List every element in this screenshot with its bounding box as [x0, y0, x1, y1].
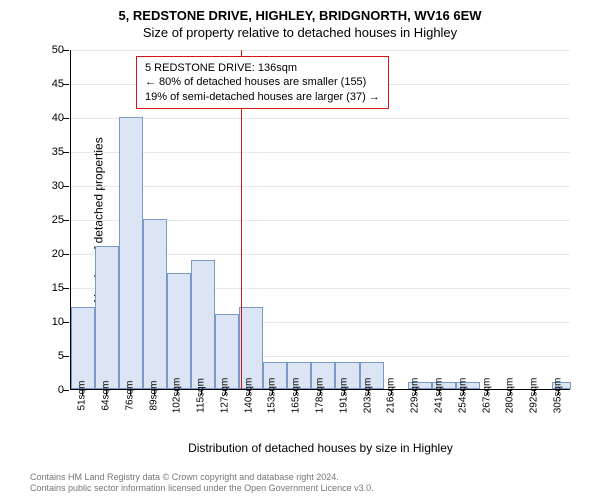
x-tick-label: 292sqm	[529, 378, 540, 414]
x-tick-label: 229sqm	[410, 378, 421, 414]
histogram-bar	[95, 246, 119, 389]
x-tick-label: 89sqm	[148, 380, 159, 410]
plot-area: Number of detached properties Distributi…	[70, 50, 570, 390]
histogram-bar	[119, 117, 143, 389]
x-tick-label: 102sqm	[172, 378, 183, 414]
y-tick-label: 25	[36, 214, 64, 226]
info-box: 5 REDSTONE DRIVE: 136sqm← 80% of detache…	[136, 56, 389, 109]
x-tick-label: 267sqm	[481, 378, 492, 414]
histogram-bar	[191, 260, 215, 389]
chart-area: Number of detached properties Distributi…	[70, 50, 570, 390]
grid-line	[71, 118, 570, 119]
x-tick-label: 115sqm	[196, 378, 207, 413]
y-tick-label: 30	[36, 180, 64, 192]
histogram-bar	[167, 273, 191, 389]
x-tick-label: 191sqm	[338, 378, 349, 414]
x-tick-label: 76sqm	[124, 380, 135, 410]
info-box-line: 5 REDSTONE DRIVE: 136sqm	[145, 61, 380, 75]
footer-attribution: Contains HM Land Registry data © Crown c…	[30, 472, 374, 494]
x-tick-label: 127sqm	[219, 378, 230, 414]
title-main: 5, REDSTONE DRIVE, HIGHLEY, BRIDGNORTH, …	[0, 8, 600, 23]
x-tick-label: 178sqm	[315, 378, 326, 414]
x-tick-label: 254sqm	[457, 378, 468, 414]
x-tick-label: 153sqm	[267, 378, 278, 414]
title-sub: Size of property relative to detached ho…	[0, 25, 600, 40]
y-tick-label: 5	[36, 350, 64, 362]
x-tick-label: 64sqm	[101, 380, 112, 410]
histogram-bar	[143, 219, 167, 389]
y-tick-label: 35	[36, 146, 64, 158]
x-tick-label: 305sqm	[552, 378, 563, 414]
x-tick-label: 203sqm	[362, 378, 373, 414]
y-tick-label: 20	[36, 248, 64, 260]
y-tick-label: 0	[36, 384, 64, 396]
histogram-bar	[71, 307, 95, 389]
y-tick-label: 45	[36, 78, 64, 90]
y-tick-label: 15	[36, 282, 64, 294]
x-axis-title: Distribution of detached houses by size …	[188, 441, 453, 455]
grid-line	[71, 50, 570, 51]
info-box-line: ← 80% of detached houses are smaller (15…	[145, 75, 380, 89]
info-box-line: 19% of semi-detached houses are larger (…	[145, 90, 380, 104]
y-tick-label: 10	[36, 316, 64, 328]
x-tick-label: 280sqm	[505, 378, 516, 414]
footer-line-2: Contains public sector information licen…	[30, 483, 374, 494]
grid-line	[71, 186, 570, 187]
x-tick-label: 241sqm	[433, 378, 444, 414]
footer-line-1: Contains HM Land Registry data © Crown c…	[30, 472, 374, 483]
x-tick-label: 51sqm	[77, 380, 88, 410]
y-tick-label: 40	[36, 112, 64, 124]
x-tick-label: 165sqm	[291, 378, 302, 414]
chart-titles: 5, REDSTONE DRIVE, HIGHLEY, BRIDGNORTH, …	[0, 0, 600, 40]
y-tick-label: 50	[36, 44, 64, 56]
x-tick-label: 140sqm	[243, 378, 254, 414]
x-tick-label: 216sqm	[386, 378, 397, 414]
grid-line	[71, 152, 570, 153]
